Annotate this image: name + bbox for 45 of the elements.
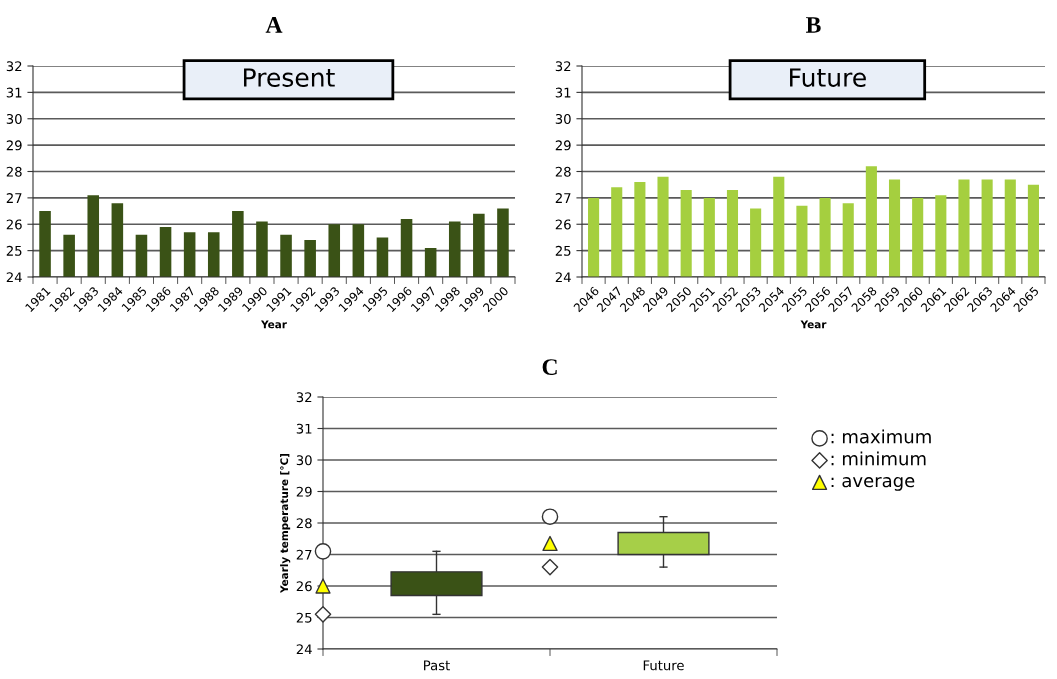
point xyxy=(541,508,559,526)
y-tick-label: 31 xyxy=(6,87,22,98)
y-tick-label: 30 xyxy=(296,455,312,466)
y-tick-label: 29 xyxy=(296,486,312,497)
chart-title: B xyxy=(806,17,821,33)
y-axis-title: Yearly temperature [°C] xyxy=(280,453,291,594)
chart-title: C xyxy=(542,359,557,376)
chart-title: A xyxy=(265,17,283,33)
y-tick-label: 29 xyxy=(6,140,22,151)
point xyxy=(542,535,558,552)
y-tick-label: 32 xyxy=(296,392,312,403)
y-tick-label: 31 xyxy=(555,87,571,98)
y-tick-label: 25 xyxy=(296,612,312,623)
y-tick-label: 26 xyxy=(6,219,22,230)
y-tick-label: 25 xyxy=(555,245,571,256)
y-tick-label: 27 xyxy=(6,193,22,203)
y-tick-label: 30 xyxy=(6,113,22,124)
y-tick-label: 29 xyxy=(555,140,571,151)
x-axis-title: Year xyxy=(800,320,827,329)
point xyxy=(314,543,332,560)
y-tick-label: 24 xyxy=(6,272,22,283)
y-tick-label: 24 xyxy=(555,272,571,283)
y-tick-label: 26 xyxy=(296,581,312,592)
y-tick-label: 28 xyxy=(296,518,312,529)
legend-label: : average xyxy=(831,477,915,491)
y-tick-label: 32 xyxy=(6,61,22,72)
y-tick-label: 26 xyxy=(555,219,571,230)
x-axis-title: Year xyxy=(260,320,287,329)
point xyxy=(314,606,332,623)
y-tick-label: 28 xyxy=(6,166,22,177)
y-tick-label: 28 xyxy=(555,166,571,177)
y-tick-label: 31 xyxy=(296,423,312,434)
legend-label: : maximum xyxy=(831,429,931,444)
chart-subtitle: Present xyxy=(244,68,335,87)
point xyxy=(315,578,331,594)
chart-subtitle: Future xyxy=(790,68,866,87)
y-tick-label: 27 xyxy=(296,549,312,560)
y-tick-label: 32 xyxy=(555,61,571,72)
legend-label: : minimum xyxy=(831,451,926,466)
y-tick-label: 30 xyxy=(555,113,571,124)
y-tick-label: 24 xyxy=(296,644,312,655)
point xyxy=(541,558,559,576)
y-tick-label: 27 xyxy=(555,193,571,203)
x-tick-label: Past xyxy=(424,660,450,671)
y-tick-label: 25 xyxy=(6,245,22,256)
